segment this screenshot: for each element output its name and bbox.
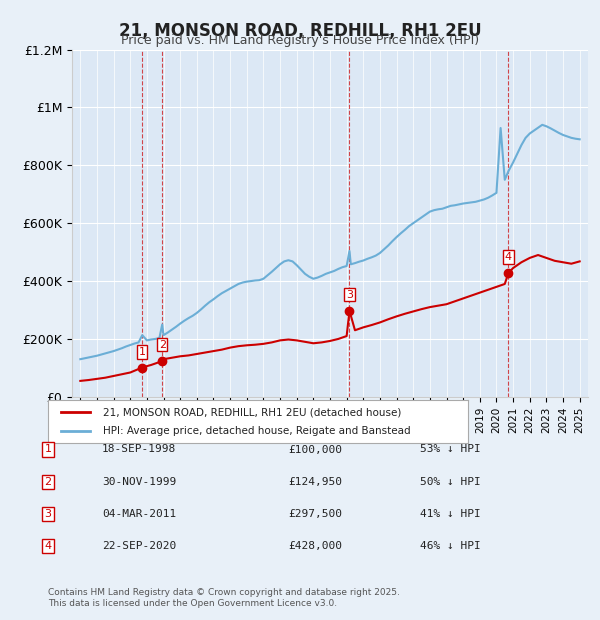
Text: 1: 1 [139, 347, 146, 357]
Text: 21, MONSON ROAD, REDHILL, RH1 2EU (detached house): 21, MONSON ROAD, REDHILL, RH1 2EU (detac… [103, 407, 401, 417]
Text: 22-SEP-2020: 22-SEP-2020 [102, 541, 176, 551]
Text: Price paid vs. HM Land Registry's House Price Index (HPI): Price paid vs. HM Land Registry's House … [121, 34, 479, 47]
Text: 4: 4 [505, 252, 512, 262]
Text: 2: 2 [44, 477, 52, 487]
Text: 1: 1 [44, 445, 52, 454]
Text: 50% ↓ HPI: 50% ↓ HPI [420, 477, 481, 487]
Text: 3: 3 [346, 290, 353, 299]
Text: £100,000: £100,000 [288, 445, 342, 454]
Text: 21, MONSON ROAD, REDHILL, RH1 2EU: 21, MONSON ROAD, REDHILL, RH1 2EU [119, 22, 481, 40]
Text: HPI: Average price, detached house, Reigate and Banstead: HPI: Average price, detached house, Reig… [103, 426, 410, 436]
Text: 3: 3 [44, 509, 52, 519]
Text: 04-MAR-2011: 04-MAR-2011 [102, 509, 176, 519]
Text: £124,950: £124,950 [288, 477, 342, 487]
Text: 46% ↓ HPI: 46% ↓ HPI [420, 541, 481, 551]
Text: 53% ↓ HPI: 53% ↓ HPI [420, 445, 481, 454]
Text: 2: 2 [158, 340, 166, 350]
Text: Contains HM Land Registry data © Crown copyright and database right 2025.
This d: Contains HM Land Registry data © Crown c… [48, 588, 400, 608]
Text: 41% ↓ HPI: 41% ↓ HPI [420, 509, 481, 519]
Text: 18-SEP-1998: 18-SEP-1998 [102, 445, 176, 454]
Text: 30-NOV-1999: 30-NOV-1999 [102, 477, 176, 487]
Text: 4: 4 [44, 541, 52, 551]
Text: £297,500: £297,500 [288, 509, 342, 519]
Text: £428,000: £428,000 [288, 541, 342, 551]
